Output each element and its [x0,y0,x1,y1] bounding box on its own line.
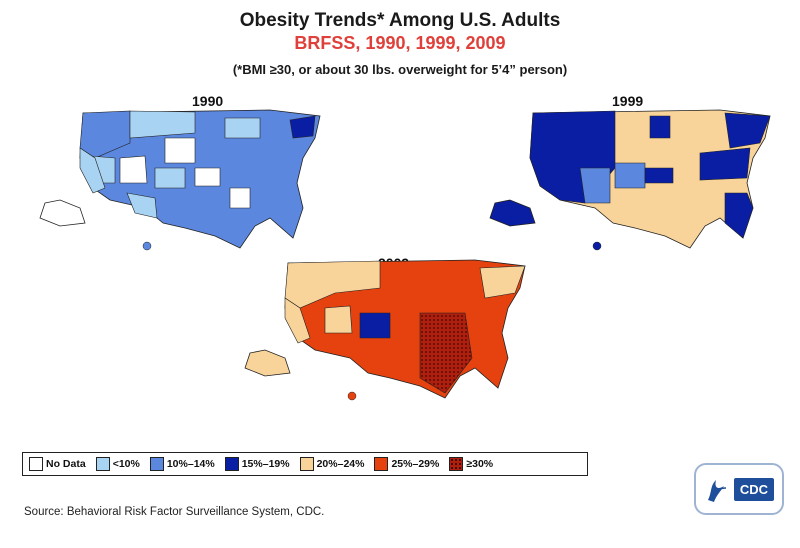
legend-label: <10% [112,458,140,470]
legend-item: <10% [95,457,140,471]
legend-swatch [95,457,110,471]
source-note: Source: Behavioral Risk Factor Surveilla… [24,506,325,518]
legend-label: 10%–14% [166,458,215,470]
legend-item: 20%–24% [299,457,365,471]
legend-label: ≥30% [466,458,494,470]
chart-note: (*BMI ≥30, or about 30 lbs. overweight f… [232,62,568,77]
chart-title: Obesity Trends* Among U.S. Adults [239,10,561,31]
legend-swatch [449,457,464,471]
legend-item: ≥30% [449,457,493,471]
us-map-1999 [489,109,771,251]
cdc-logo: CDC [694,463,784,515]
legend-item: 10%–14% [149,457,215,471]
map-legend: No Data <10% 10%–14% 15%–19% 20%–24% 25%… [22,452,588,476]
legend-label: 20%–24% [316,458,365,470]
legend-item: 25%–29% [374,457,439,471]
us-map-2009 [244,259,526,401]
legend-label: 15%–19% [241,458,290,470]
us-map-1990 [39,109,321,251]
legend-label: 25%–29% [391,458,440,470]
legend-item: 15%–19% [224,457,290,471]
legend-swatch [374,457,389,471]
chart-subtitle: BRFSS, 1990, 1999, 2009 [294,33,506,53]
cdc-logo-text: CDC [733,477,775,501]
legend-swatch [299,457,314,471]
legend-swatch [149,457,164,471]
legend-label: No Data [46,458,86,470]
map-year-label-1999: 1999 [612,93,644,109]
legend-item: No Data [29,457,86,471]
hhs-eagle-icon [707,480,726,502]
legend-swatch [224,457,239,471]
map-year-label-1990: 1990 [192,93,224,109]
legend-swatch [29,457,43,471]
